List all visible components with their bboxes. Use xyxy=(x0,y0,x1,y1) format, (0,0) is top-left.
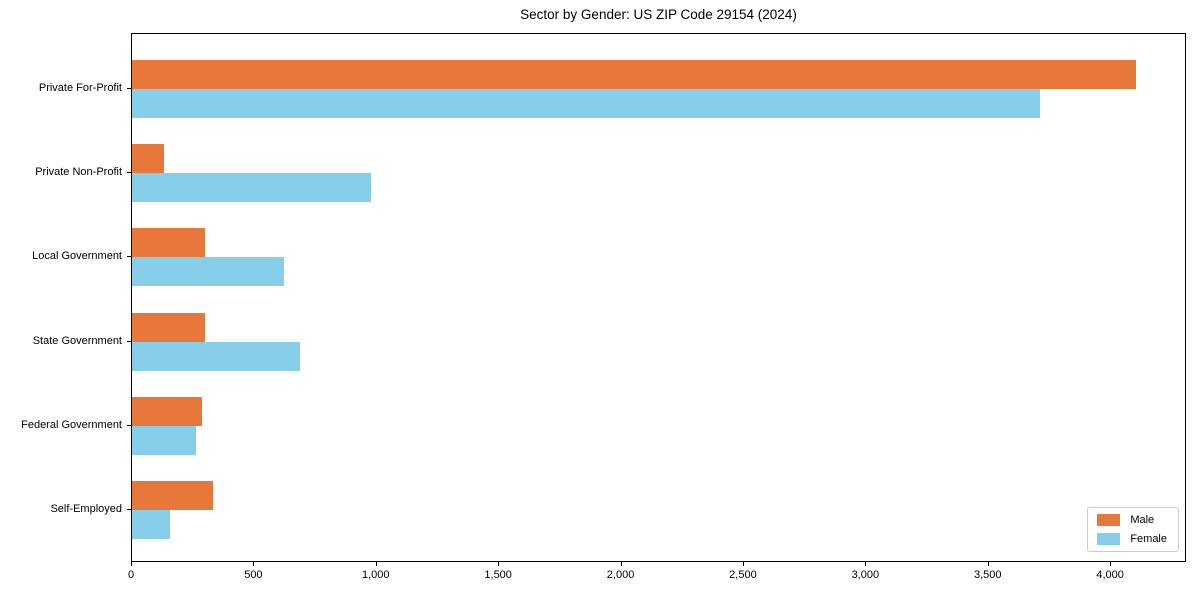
x-tick-label: 500 xyxy=(244,569,263,581)
legend-entry-female: Female xyxy=(1097,533,1167,545)
x-tick-mark xyxy=(742,562,744,566)
x-tick-label: 1,000 xyxy=(362,569,390,581)
bar-female-4 xyxy=(132,425,196,455)
y-tick-mark xyxy=(127,424,131,426)
bar-male-1 xyxy=(132,144,164,174)
x-tick-mark xyxy=(375,562,377,566)
x-tick-label: 4,000 xyxy=(1096,569,1124,581)
y-tick-mark xyxy=(127,509,131,510)
y-tick-label: Private Non-Profit xyxy=(35,166,122,179)
x-tick-label: 2,000 xyxy=(606,569,635,581)
legend-label-female: Female xyxy=(1130,533,1167,545)
bar-female-1 xyxy=(132,173,371,203)
x-tick-label: 0 xyxy=(127,569,135,581)
male-swatch xyxy=(1097,514,1121,526)
y-tick-label: Federal Government xyxy=(21,418,122,431)
legend-label-male: Male xyxy=(1130,514,1155,526)
bar-male-3 xyxy=(132,312,206,342)
y-tick-label: Self-Employed xyxy=(50,503,122,515)
bar-female-5 xyxy=(132,510,170,539)
bar-female-3 xyxy=(132,341,300,371)
female-swatch xyxy=(1097,533,1121,545)
x-tick-mark xyxy=(620,562,622,566)
y-tick-label: Local Government xyxy=(32,250,122,263)
bar-male-2 xyxy=(132,228,206,258)
chart-title: Sector by Gender: US ZIP Code 29154 (202… xyxy=(520,7,797,22)
legend: Male Female xyxy=(1087,507,1179,552)
x-tick-label: 3,500 xyxy=(973,569,1002,581)
bar-male-4 xyxy=(132,396,202,426)
y-tick-mark xyxy=(127,340,131,342)
x-tick-mark xyxy=(498,562,500,566)
y-tick-label: Private For-Profit xyxy=(38,82,122,94)
y-tick-mark xyxy=(127,256,131,258)
legend-entry-male: Male xyxy=(1097,514,1167,526)
y-tick-mark xyxy=(127,172,131,174)
x-tick-mark xyxy=(1110,562,1112,566)
bar-male-5 xyxy=(132,481,213,510)
y-tick-label: State Government xyxy=(32,334,122,347)
x-tick-label: 1,500 xyxy=(484,569,512,581)
y-tick-mark xyxy=(127,88,131,89)
bar-male-0 xyxy=(132,60,1136,89)
x-tick-mark xyxy=(865,562,867,566)
bar-female-0 xyxy=(132,89,1041,118)
x-tick-mark xyxy=(253,562,255,566)
bar-female-2 xyxy=(132,257,284,287)
x-tick-label: 2,500 xyxy=(729,569,757,581)
x-tick-mark xyxy=(131,562,132,566)
plot-area: Male Female xyxy=(131,33,1186,562)
x-tick-label: 3,000 xyxy=(851,569,880,581)
x-tick-mark xyxy=(987,562,989,566)
